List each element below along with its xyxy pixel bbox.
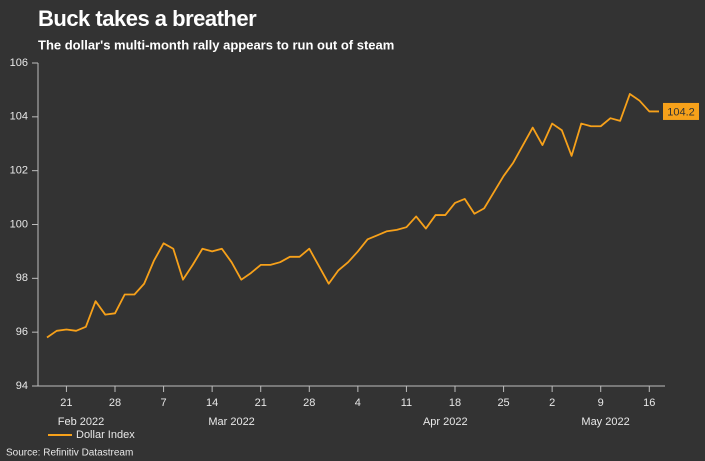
- y-tick-label: 96: [16, 326, 28, 338]
- x-tick-label: 21: [60, 397, 72, 409]
- month-label: May 2022: [581, 416, 629, 428]
- x-tick-label: 14: [206, 397, 218, 409]
- month-label: Apr 2022: [423, 416, 468, 428]
- month-label: Feb 2022: [58, 416, 104, 428]
- y-tick-label: 100: [10, 218, 28, 230]
- y-tick-label: 106: [10, 57, 28, 69]
- x-tick-label: 9: [598, 397, 604, 409]
- y-tick-label: 102: [10, 165, 28, 177]
- x-tick-label: 21: [255, 397, 267, 409]
- x-tick-label: 28: [109, 397, 121, 409]
- end-label-box: [663, 102, 699, 120]
- legend-label: Dollar Index: [76, 429, 135, 441]
- end-label: 104.2: [667, 106, 695, 118]
- source: Source: Refinitiv Datastream: [6, 448, 133, 459]
- x-tick-label: 18: [449, 397, 461, 409]
- chart-subtitle: The dollar's multi-month rally appears t…: [38, 37, 394, 52]
- x-tick-label: 16: [643, 397, 655, 409]
- month-label: Mar 2022: [208, 416, 254, 428]
- y-tick-label: 104: [10, 111, 28, 123]
- x-tick-label: 28: [303, 397, 315, 409]
- x-tick-label: 25: [497, 397, 509, 409]
- x-tick-label: 2: [549, 397, 555, 409]
- y-tick-label: 98: [16, 272, 28, 284]
- x-tick-label: 11: [401, 397, 412, 409]
- x-tick-label: 4: [355, 397, 361, 409]
- y-tick-label: 94: [16, 380, 28, 392]
- line: [46, 93, 659, 339]
- x-tick-label: 7: [161, 397, 167, 409]
- chart-title: Buck takes a breather: [38, 6, 257, 31]
